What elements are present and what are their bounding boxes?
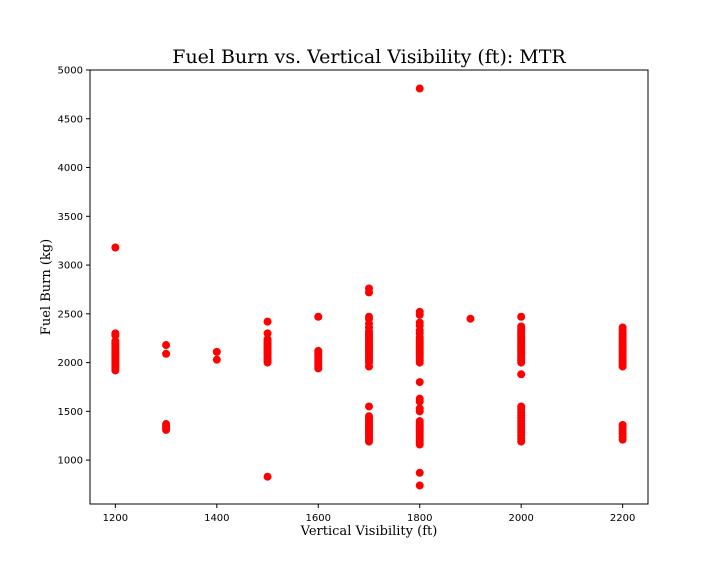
scatter-point (263, 329, 272, 338)
y-tick-label: 3500 (58, 212, 83, 223)
scatter-point (212, 355, 221, 364)
y-tick-label: 2500 (58, 309, 83, 320)
y-tick-label: 4000 (58, 163, 83, 174)
scatter-point (111, 243, 120, 252)
x-axis-label: Vertical Visibility (ft) (300, 524, 438, 539)
scatter-point (517, 370, 526, 379)
scatter-point (212, 347, 221, 356)
x-tick-label: 1600 (306, 513, 331, 524)
y-axis: 1000 1500 2000 2500 3000 3500 4000 4500 5000 (58, 66, 90, 467)
x-tick-label: 2200 (610, 513, 635, 524)
scatter-point (415, 481, 424, 490)
y-tick-label: 4500 (58, 114, 83, 125)
scatter-point (365, 362, 373, 371)
scatter-point (365, 402, 373, 411)
scatter-point (415, 378, 424, 387)
scatter-point (162, 349, 171, 358)
scatter-point (517, 312, 526, 321)
chart-title: Fuel Burn vs. Vertical Visibility (ft): … (172, 46, 566, 68)
y-tick-label: 1500 (58, 407, 83, 418)
scatter-point (111, 366, 120, 375)
scatter-point (415, 407, 424, 416)
plot-frame (89, 69, 649, 505)
scatter-point (263, 358, 272, 367)
x-tick-label: 1200 (103, 513, 128, 524)
scatter-point (162, 341, 171, 350)
scatter-point (415, 468, 424, 477)
plot-area: 1200 1400 1600 1800 2000 2200 1000 1500 2000 250… (58, 66, 649, 524)
x-tick-label: 1800 (407, 513, 432, 524)
scatter-point (618, 435, 627, 444)
scatter-point (314, 364, 323, 373)
data-points (111, 84, 627, 490)
scatter-point (466, 314, 475, 323)
scatter-point (111, 331, 120, 340)
x-tick-label: 2000 (508, 513, 533, 524)
scatter-point (263, 317, 272, 326)
scatter-point (162, 425, 171, 434)
scatter-point (415, 397, 424, 406)
x-tick-label: 1400 (204, 513, 229, 524)
y-tick-label: 2000 (58, 358, 83, 369)
scatter-point (415, 84, 424, 93)
scatter-point (618, 362, 627, 371)
scatter-point (314, 312, 323, 321)
x-axis: 1200 1400 1600 1800 2000 2200 (103, 504, 635, 524)
y-tick-label: 3000 (58, 261, 83, 272)
scatter-point (365, 288, 373, 297)
scatter-point (415, 310, 424, 319)
y-tick-label: 1000 (58, 456, 83, 467)
scatter-point (517, 358, 526, 367)
scatter-point (263, 472, 272, 481)
scatter-point (365, 437, 373, 446)
scatter-point (415, 440, 424, 449)
scatter-point (517, 437, 526, 446)
scatter-point (415, 358, 424, 367)
y-axis-label: Fuel Burn (kg) (39, 239, 54, 335)
y-tick-label: 5000 (58, 66, 83, 77)
